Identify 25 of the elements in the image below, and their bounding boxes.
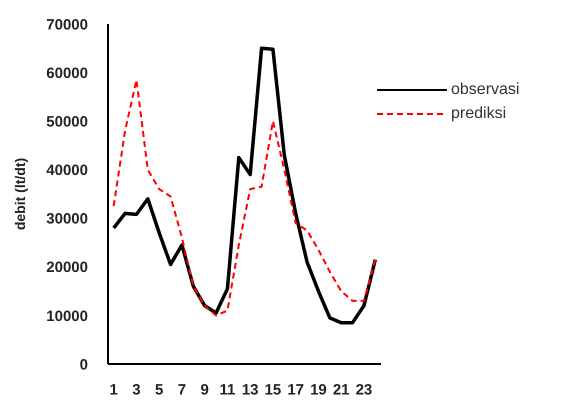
x-tick-label: 11 xyxy=(220,382,236,399)
line-series xyxy=(112,46,378,324)
y-tick-label: 30000 xyxy=(46,210,88,228)
y-tick-label: 50000 xyxy=(46,113,88,130)
x-tick-label: 19 xyxy=(310,382,327,399)
x-tick-label: 17 xyxy=(287,382,304,399)
x-tick-label: 9 xyxy=(200,382,209,399)
x-tick-label: 13 xyxy=(242,382,259,399)
y-tick-label: 40000 xyxy=(46,162,88,180)
legend-label: observasi xyxy=(451,81,520,99)
x-tick-label: 1 xyxy=(110,382,118,399)
legend-label: prediksi xyxy=(451,105,506,123)
y-tick-label: 10000 xyxy=(46,308,88,325)
y-axis-title: debit (lt/dt) xyxy=(12,158,28,230)
x-tick-label: 23 xyxy=(356,382,372,399)
x-tick-label: 7 xyxy=(178,382,186,399)
x-tick-label: 15 xyxy=(264,382,282,399)
x-tick-label: 21 xyxy=(332,382,350,399)
line-series xyxy=(112,78,376,316)
y-tick-label: 0 xyxy=(80,356,88,374)
y-tick-label: 60000 xyxy=(46,64,88,82)
x-tick-label: 5 xyxy=(155,382,164,399)
y-tick-label: 70000 xyxy=(46,16,88,34)
y-tick-label: 20000 xyxy=(46,259,88,276)
x-tick-label: 3 xyxy=(132,382,141,399)
